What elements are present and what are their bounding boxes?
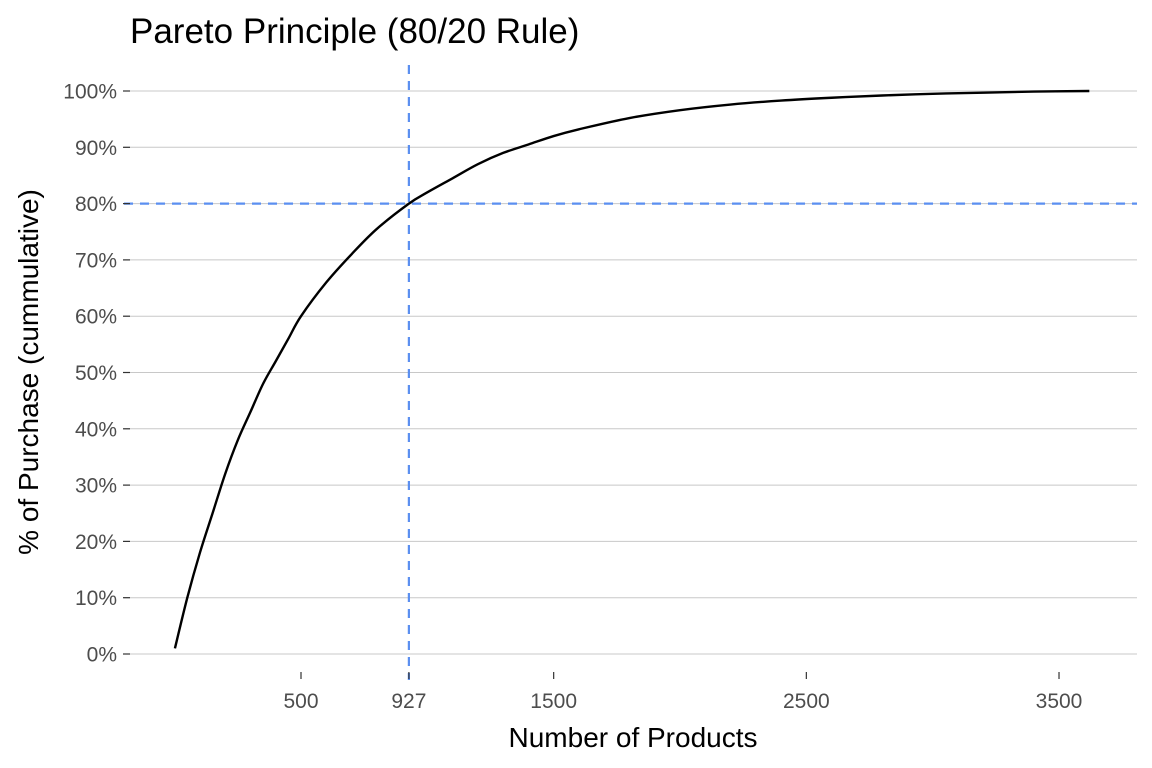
y-tick-label: 10% (75, 587, 117, 610)
x-tick-label: 3500 (1036, 690, 1083, 713)
y-tick-label: 80% (75, 193, 117, 216)
y-tick-label: 20% (75, 531, 117, 554)
y-axis-title: % of Purchase (cummulative) (13, 189, 44, 555)
cumulative-purchase-line (173, 89, 1090, 649)
x-axis: 500 927 1500 2500 3500 (283, 672, 1082, 713)
y-tick-label: 30% (75, 475, 117, 498)
reference-lines (124, 65, 1137, 680)
chart-title: Pareto Principle (80/20 Rule) (130, 12, 579, 51)
y-tick-label: 40% (75, 418, 117, 441)
y-tick-label: 70% (75, 249, 117, 272)
x-axis-title: Number of Products (509, 722, 758, 753)
y-tick-label: 0% (87, 644, 117, 667)
y-tick-label: 90% (75, 137, 117, 160)
y-tick-label: 50% (75, 362, 117, 385)
grid-lines (124, 90, 1137, 655)
series-layer (173, 89, 1090, 649)
x-tick-label: 2500 (783, 690, 830, 713)
x-tick-label: 500 (283, 690, 318, 713)
y-axis: 0% 10% 20% 30% 40% 50% 60% 70% 80% 90% 100% (63, 81, 130, 667)
x-tick-label: 1500 (530, 690, 577, 713)
x-tick-label: 927 (391, 690, 426, 713)
y-tick-label: 100% (63, 81, 117, 104)
y-tick-label: 60% (75, 306, 117, 329)
